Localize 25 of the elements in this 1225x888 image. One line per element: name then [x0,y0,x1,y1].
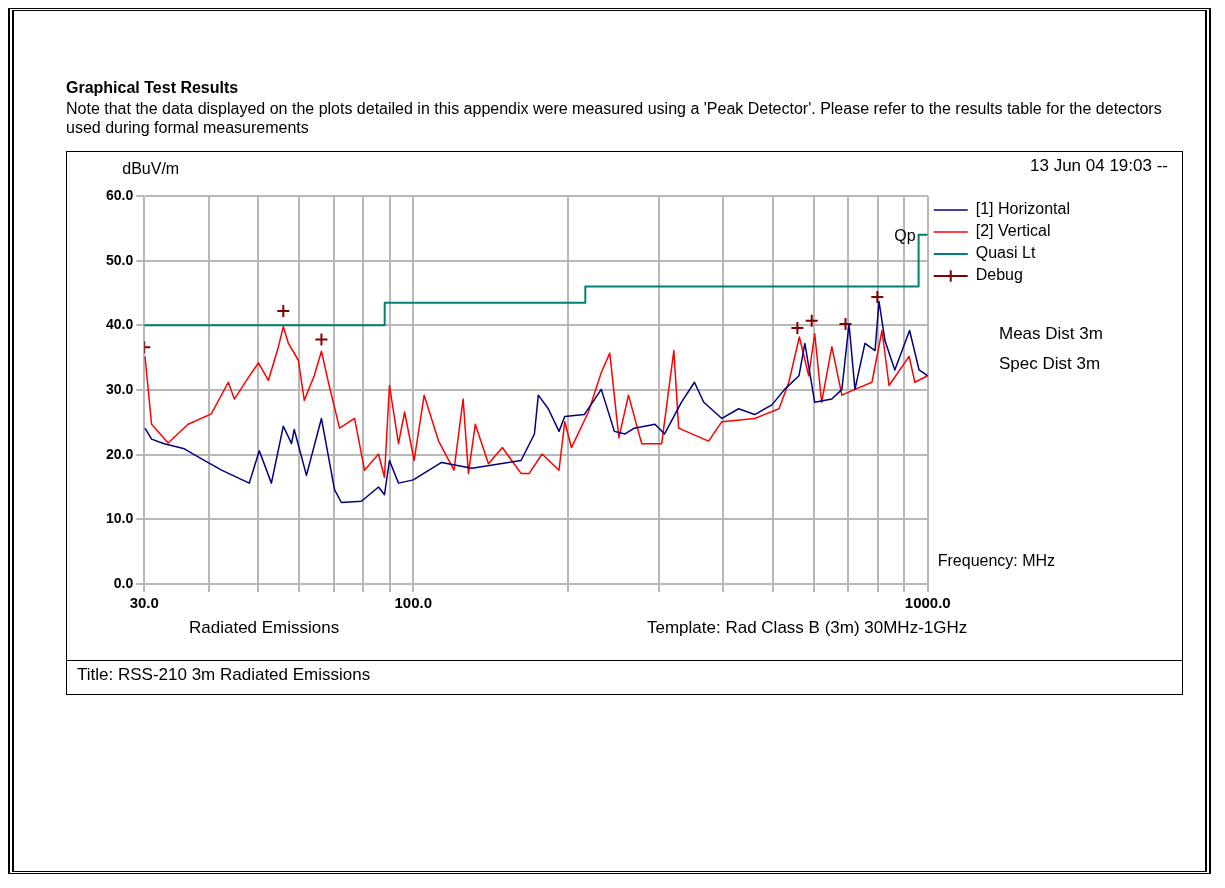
chart-title: Graphical Test Results [66,79,240,97]
text: Template: Rad Class B (3m) 30MHz-1GHz [647,618,968,638]
x-tick-label: 30.0 [129,594,159,612]
text: 13 Jun 04 19:03 -- [1030,156,1168,176]
legend-label: Debug [975,266,1023,284]
legend-label: [1] Horizontal [975,200,1070,218]
legend-label: Quasi Lt [975,244,1036,262]
legend-label: [2] Vertical [975,222,1051,240]
x-tick-label: 1000.0 [904,594,951,612]
text: Title: RSS-210 3m Radiated Emissions [67,660,1182,689]
text: Meas Dist 3m [999,324,1103,344]
annotation: Qp [894,227,916,245]
text: Radiated Emissions [189,618,340,638]
x-tick-label: 100.0 [394,594,433,612]
text: Spec Dist 3m [999,354,1101,374]
y-tick-label: 60.0 [106,186,134,203]
y-tick-label: 10.0 [106,510,134,527]
x-axis-title: Frequency: MHz [937,552,1056,570]
y-tick-label: 0.0 [113,574,134,591]
y-tick-label: 50.0 [106,251,134,268]
y-tick-label: 40.0 [106,316,134,333]
y-axis-title: dBuV/m [122,160,180,178]
y-tick-label: 30.0 [106,380,134,397]
chart-subtitle: Note that the data displayed on the plots detailed in this appendix were measured using a 'Peak Detector'. Please refer to the results table for the detectors used during formal measurements [66,99,1163,137]
y-tick-label: 20.0 [106,445,134,462]
